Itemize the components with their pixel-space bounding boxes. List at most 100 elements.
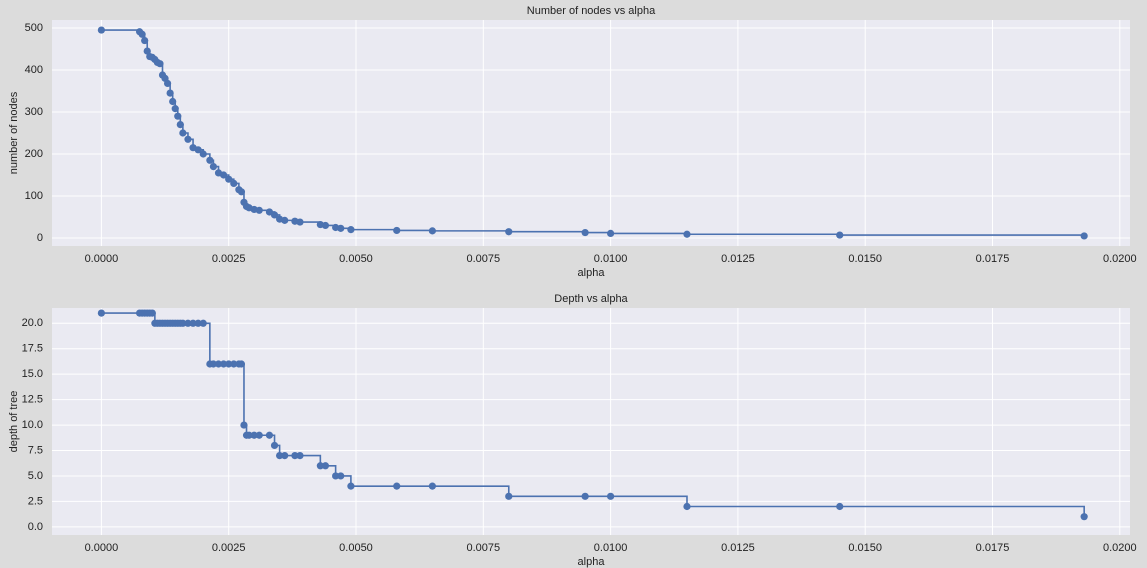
- data-point: [163, 79, 172, 88]
- data-point: [332, 472, 340, 480]
- x-tick-label: 0.0075: [466, 253, 500, 265]
- x-tick-label: 0.0050: [339, 542, 373, 554]
- data-point: [209, 360, 218, 368]
- data-point: [209, 163, 218, 171]
- y-tick-label: 5.0: [28, 470, 43, 482]
- data-point: [581, 492, 589, 500]
- data-point: [148, 309, 156, 317]
- data-point: [347, 226, 355, 234]
- x-tick-label: 0.0050: [339, 253, 373, 265]
- data-point: [230, 179, 238, 188]
- data-point: [237, 188, 246, 196]
- data-point: [255, 206, 263, 214]
- y-tick-label: 100: [25, 190, 43, 202]
- data-point: [683, 230, 691, 238]
- x-axis-label: alpha: [578, 556, 606, 568]
- x-tick-label: 0.0075: [466, 542, 500, 554]
- data-point: [265, 431, 274, 439]
- x-tick-label: 0.0125: [721, 542, 755, 554]
- data-point: [225, 360, 233, 368]
- data-point: [270, 211, 279, 219]
- data-point: [194, 319, 202, 327]
- x-tick-label: 0.0150: [848, 253, 882, 265]
- data-point: [250, 431, 258, 439]
- y-tick-label: 10.0: [22, 419, 43, 431]
- data-point: [138, 30, 146, 38]
- plot-area: [52, 20, 1130, 246]
- chart-title: Depth vs alpha: [554, 293, 628, 305]
- data-point: [836, 502, 844, 511]
- x-tick-label: 0.0125: [721, 253, 755, 265]
- data-point: [581, 228, 589, 237]
- y-tick-label: 500: [25, 22, 43, 34]
- data-point: [245, 431, 253, 439]
- data-point: [337, 472, 345, 480]
- x-tick-label: 0.0000: [85, 253, 119, 265]
- data-point: [141, 36, 149, 45]
- y-tick-label: 0: [37, 232, 43, 244]
- x-axis-label: alpha: [578, 267, 606, 279]
- data-point: [607, 492, 615, 500]
- x-tick-label: 0.0025: [212, 253, 246, 265]
- data-point: [321, 462, 330, 470]
- data-point: [143, 47, 151, 55]
- x-tick-label: 0.0175: [976, 253, 1010, 265]
- data-point: [169, 97, 177, 106]
- y-tick-label: 20.0: [22, 317, 43, 329]
- data-point: [237, 360, 246, 368]
- data-point: [347, 482, 355, 490]
- y-tick-label: 2.5: [28, 495, 43, 507]
- data-point: [281, 452, 289, 460]
- y-tick-label: 7.5: [28, 444, 43, 456]
- data-point: [194, 146, 202, 154]
- x-tick-label: 0.0150: [848, 542, 882, 554]
- data-point: [97, 26, 105, 34]
- data-point: [179, 319, 187, 327]
- data-point: [184, 135, 192, 143]
- data-point: [1080, 232, 1088, 240]
- x-tick-label: 0.0100: [594, 542, 628, 554]
- data-point: [220, 171, 228, 179]
- x-tick-label: 0.0200: [1103, 542, 1137, 554]
- data-point: [230, 360, 238, 368]
- y-tick-label: 0.0: [28, 521, 43, 533]
- data-point: [255, 431, 263, 439]
- data-point: [291, 452, 299, 460]
- data-point: [428, 227, 436, 235]
- data-point: [505, 492, 513, 500]
- data-point: [189, 319, 197, 327]
- y-axis-label: number of nodes: [8, 91, 20, 174]
- data-point: [97, 309, 105, 317]
- data-point: [270, 441, 279, 450]
- y-tick-label: 200: [25, 148, 43, 160]
- x-tick-label: 0.0100: [594, 253, 628, 265]
- data-point: [393, 226, 401, 235]
- chart-title: Number of nodes vs alpha: [527, 5, 656, 17]
- data-point: [1080, 513, 1088, 521]
- x-tick-label: 0.0200: [1103, 253, 1137, 265]
- y-tick-label: 300: [25, 106, 43, 118]
- data-point: [393, 482, 401, 490]
- data-point: [428, 482, 436, 490]
- data-point: [296, 452, 304, 460]
- data-point: [296, 218, 304, 226]
- data-point: [281, 216, 289, 224]
- x-tick-label: 0.0025: [212, 542, 246, 554]
- x-tick-label: 0.0000: [85, 542, 119, 554]
- data-point: [321, 221, 330, 230]
- data-point: [176, 120, 184, 129]
- data-point: [240, 421, 248, 429]
- data-point: [683, 502, 691, 511]
- data-point: [184, 319, 192, 327]
- data-point: [505, 228, 513, 236]
- data-point: [337, 224, 345, 232]
- x-tick-label: 0.0175: [976, 542, 1010, 554]
- y-tick-label: 15.0: [22, 368, 43, 380]
- y-tick-label: 17.5: [22, 343, 43, 355]
- data-point: [166, 89, 174, 97]
- plot-area: [52, 308, 1130, 535]
- data-point: [156, 60, 164, 68]
- y-tick-label: 12.5: [22, 394, 43, 406]
- y-axis-label: depth of tree: [8, 391, 20, 453]
